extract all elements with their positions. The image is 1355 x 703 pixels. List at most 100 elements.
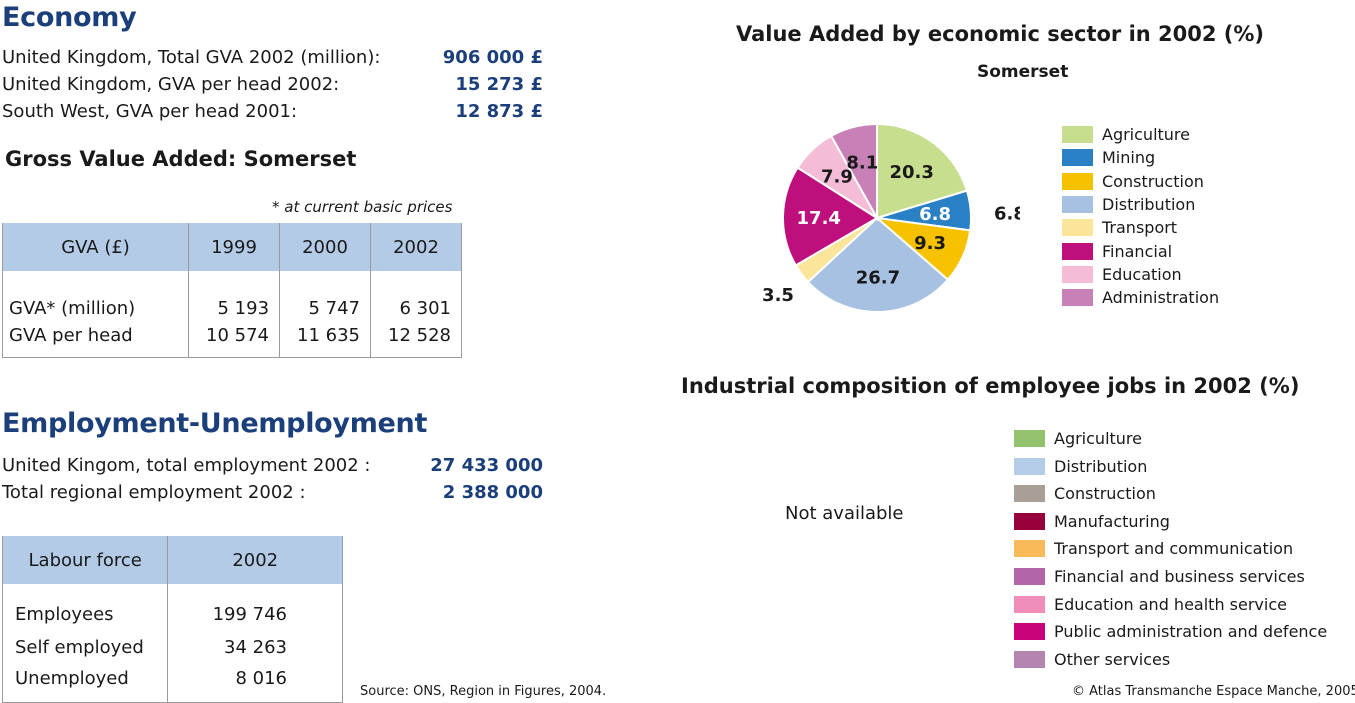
legend-swatch	[1062, 289, 1093, 307]
table-header-row: Labour force 2002	[1, 536, 343, 584]
pie-slice-label: 9.3	[914, 233, 946, 254]
legend-label: Education and health service	[1054, 594, 1287, 614]
legend-swatch	[1062, 242, 1093, 260]
table-row: Employees 199 746	[1, 598, 343, 631]
gva-cell: 10 574	[188, 323, 281, 358]
economy-heading: Economy	[2, 2, 137, 33]
economy-row-label: United Kingdom, GVA per head 2002:	[2, 74, 340, 95]
value-added-pie-chart: 20.3 6.8 6.8 9.3 26.7 3.5 17.4 7.98.1	[762, 122, 1020, 313]
legend-swatch	[1014, 430, 1045, 447]
legend-label: Mining	[1102, 148, 1156, 168]
legend-swatch	[1014, 595, 1045, 613]
pie-slice-label: 3.5	[762, 285, 794, 306]
pie-slice-label: 17.4	[797, 208, 841, 229]
gva-header-cell: 2000	[279, 223, 371, 271]
legend-label: Construction	[1054, 484, 1156, 504]
pie-slice-label: 20.3	[889, 162, 933, 183]
pie-legend: Agriculture Mining Construction Distributio…	[1062, 125, 1282, 315]
economy-row-label: South West, GVA per head 2001:	[2, 101, 298, 122]
legend-label: Distribution	[1102, 194, 1196, 214]
table-header-row: GVA (£) 1999 2000 2002	[1, 223, 462, 271]
pie-slice-label: 7.9	[821, 167, 853, 188]
gva-header-cell: 1999	[188, 223, 281, 271]
economy-row-value: 12 873 £	[455, 101, 543, 122]
table-row: Self employed 34 263	[1, 631, 343, 664]
labour-row-label: Employees	[1, 598, 169, 631]
employment-row-value: 2 388 000	[442, 482, 543, 503]
legend-swatch	[1062, 265, 1093, 283]
gva-table: GVA (£) 1999 2000 2002 GVA* (million) 5 …	[1, 223, 462, 358]
gva-cell: 5 747	[279, 293, 371, 323]
labour-row-value: 34 263	[167, 631, 343, 664]
employment-row-value: 27 433 000	[430, 455, 543, 476]
legend-swatch	[1062, 126, 1093, 143]
pie-slice-label: 26.7	[856, 267, 900, 288]
legend-label: Other services	[1054, 649, 1171, 669]
labour-row-value: 199 746	[167, 598, 343, 631]
not-available-text: Not available	[785, 503, 904, 524]
labour-force-table: Labour force 2002 Employees 199 746 Self…	[1, 536, 343, 703]
legend-swatch	[1062, 219, 1093, 237]
economy-row-value: 906 000 £	[442, 47, 543, 68]
gva-cell: 6 301	[370, 293, 462, 323]
gva-row-label: GVA* (million)	[1, 293, 190, 323]
legend-swatch	[1062, 172, 1093, 190]
legend-swatch	[1014, 457, 1045, 475]
labour-row-label: Self employed	[1, 631, 169, 664]
economy-summary: United Kingdom, Total GVA 2002 (million)…	[2, 45, 547, 125]
gva-cell: 5 193	[188, 293, 281, 323]
gva-header-cell: GVA (£)	[1, 223, 190, 271]
table-row: GVA* (million) 5 193 5 747 6 301	[1, 293, 462, 323]
gva-header-cell: 2002	[370, 223, 462, 271]
economy-row-value: 15 273 £	[455, 74, 543, 95]
legend-label: Construction	[1102, 171, 1204, 191]
legend-label: Public administration and defence	[1054, 622, 1328, 642]
gva-cell: 11 635	[279, 323, 371, 358]
source-note: Source: ONS, Region in Figures, 2004.	[360, 684, 607, 699]
legend-swatch	[1014, 568, 1045, 585]
legend-label: Agriculture	[1054, 429, 1142, 448]
labour-row-label: Unemployed	[1, 664, 169, 703]
gva-cell: 12 528	[370, 323, 462, 358]
gva-footnote: * at current basic prices	[272, 198, 453, 216]
pie-slice-label: 6.8	[919, 204, 951, 225]
labour-row-value: 8 016	[167, 664, 343, 703]
gva-heading: Gross Value Added: Somerset	[5, 147, 357, 171]
employment-row-label: Total regional employment 2002 :	[2, 482, 306, 503]
legend-swatch	[1014, 485, 1045, 503]
legend-label: Manufacturing	[1054, 511, 1170, 531]
legend-label: Agriculture	[1102, 125, 1190, 144]
legend-swatch	[1014, 540, 1045, 558]
legend-swatch	[1062, 149, 1093, 167]
legend-swatch	[1014, 512, 1045, 530]
legend-label: Financial	[1102, 241, 1173, 261]
table-row: GVA per head 10 574 11 635 12 528	[1, 323, 462, 358]
pie-slice-outer-label: 6.8	[994, 203, 1020, 224]
legend-label: Distribution	[1054, 456, 1148, 476]
pie-chart-title: Value Added by economic sector in 2002 (…	[736, 22, 1265, 46]
legend-swatch	[1062, 195, 1093, 213]
labour-header-cell: 2002	[167, 536, 343, 584]
pie-slice-agriculture	[876, 122, 969, 220]
table-row: Unemployed 8 016	[1, 664, 343, 703]
employment-heading: Employment-Unemployment	[2, 408, 428, 439]
jobs-chart-title: Industrial composition of employee jobs …	[681, 374, 1300, 398]
gva-row-label: GVA per head	[1, 323, 190, 358]
economy-row-label: United Kingdom, Total GVA 2002 (million)…	[2, 47, 381, 68]
pie-slice-distribution	[806, 216, 950, 313]
pie-slice-financial	[782, 166, 879, 267]
legend-label: Administration	[1102, 288, 1220, 308]
legend-label: Transport and communication	[1054, 539, 1294, 559]
pie-slice-label: 8.1	[846, 153, 878, 174]
legend-label: Education	[1102, 264, 1182, 284]
legend-swatch	[1014, 650, 1045, 668]
pie-slice-administration	[829, 122, 878, 222]
pie-chart-subtitle: Somerset	[977, 62, 1069, 82]
legend-swatch	[1014, 623, 1045, 641]
employment-row-label: United Kingom, total employment 2002 :	[2, 455, 371, 476]
labour-header-cell: Labour force	[1, 536, 169, 584]
employment-summary: United Kingom, total employment 2002 : 2…	[2, 453, 547, 509]
jobs-legend: Agriculture Distribution Construction Manuf…	[1014, 429, 1344, 674]
copyright-note: © Atlas Transmanche Espace Manche, 2005.	[1072, 684, 1355, 699]
legend-label: Financial and business services	[1054, 567, 1305, 586]
